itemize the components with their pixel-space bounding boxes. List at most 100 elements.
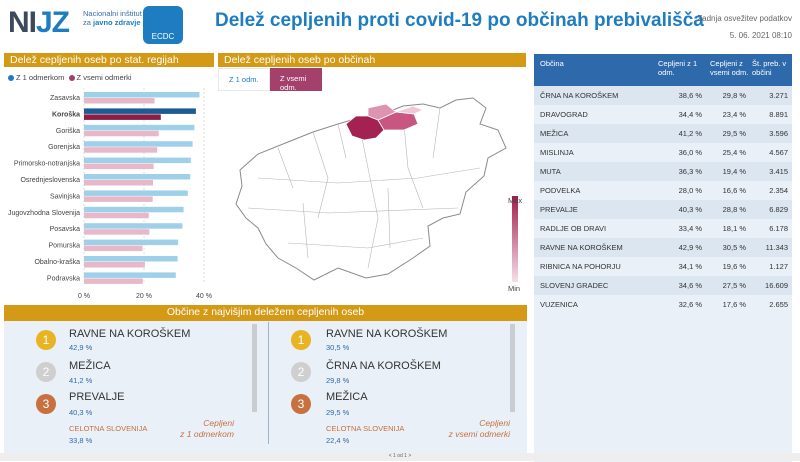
bar-all-doses: [84, 196, 153, 202]
cell-c1: 38,6 %: [678, 91, 702, 100]
bar-all-doses: [84, 229, 150, 235]
cell-obcina: RAVNE NA KOROŠKEM: [540, 243, 623, 252]
top-right-3-value: 29,5 %: [326, 408, 350, 417]
pager[interactable]: < 1 od 1 >: [0, 453, 800, 461]
bar-first-dose: [84, 239, 179, 246]
municipality-map[interactable]: Z 1 odm. Z vsemi odm.: [218, 68, 526, 296]
cell-c1: 34,4 %: [678, 110, 702, 119]
cell-obcina: VUZENICA: [540, 300, 578, 309]
scale-max-label: Max: [508, 196, 523, 205]
cell-st: 6.829: [769, 205, 788, 214]
slovenia-map-outline[interactable]: [218, 68, 526, 296]
bar-all-doses: [84, 98, 155, 104]
bar-all-doses: [84, 130, 159, 137]
cell-st: 3.596: [769, 129, 788, 138]
category-label: Koroška: [52, 111, 80, 118]
slo-value-left: 33,8 %: [69, 436, 93, 445]
bar-first-dose: [84, 223, 183, 229]
cell-obcina: RIBNICA NA POHORJU: [540, 262, 621, 271]
cell-obcina: MISLINJA: [540, 148, 574, 157]
table-row[interactable]: VUZENICA 32,6 % 17,6 % 2.655: [534, 295, 792, 314]
table-row[interactable]: ČRNA NA KOROŠKEM 38,6 % 29,8 % 3.271: [534, 86, 792, 105]
category-label: Posavska: [50, 226, 80, 233]
table-row[interactable]: RAVNE NA KOROŠKEM 42,9 % 30,5 % 11.343: [534, 238, 792, 257]
top-right-2-value: 29,8 %: [326, 376, 350, 385]
table-row[interactable]: MISLINJA 36,0 % 25,4 % 4.567: [534, 143, 792, 162]
map-title: Delež cepljenih oseb po občinah: [218, 53, 526, 67]
top-municipalities-panel: [4, 305, 527, 453]
bar-first-dose: [84, 190, 188, 196]
table-row[interactable]: PODVELKA 28,0 % 16,6 % 2.354: [534, 181, 792, 200]
cell-cv: 19,6 %: [722, 262, 746, 271]
bar-first-dose: [84, 108, 196, 114]
cell-cv: 25,4 %: [722, 148, 746, 157]
category-label: Osrednjeslovenska: [20, 177, 80, 184]
bar-first-dose: [84, 157, 191, 164]
bar-all-doses: [84, 147, 158, 153]
table-row[interactable]: MUTA 36,3 % 19,4 % 3.415: [534, 162, 792, 181]
bar-first-dose: [84, 206, 184, 213]
tab-all-doses[interactable]: Z vsemi odm.: [270, 68, 322, 92]
caption-right: Cepljeni z vsemi odmerki: [448, 418, 510, 439]
rank-2-right: 2: [291, 362, 311, 382]
bar-all-doses: [84, 114, 161, 120]
cell-obcina: MEŽICA: [540, 129, 569, 138]
top-right-2-name: ČRNA NA KOROŠKEM: [326, 360, 441, 372]
caption-left: Cepljeni z 1 odmerkom: [180, 418, 234, 439]
cell-cv: 29,5 %: [722, 129, 746, 138]
cell-c1: 42,9 %: [678, 243, 702, 252]
category-label: Podravska: [47, 275, 80, 282]
col-c1[interactable]: Cepljeni z 1 odm.: [658, 59, 698, 77]
bar-first-dose: [84, 92, 200, 98]
category-label: Pomurska: [48, 243, 80, 250]
table-row[interactable]: SLOVENJ GRADEC 34,6 % 27,5 % 16.609: [534, 276, 792, 295]
category-label: Zasavska: [50, 95, 80, 102]
cell-cv: 19,4 %: [722, 167, 746, 176]
bar-all-doses: [84, 212, 149, 219]
bar-all-doses: [84, 278, 143, 284]
cell-obcina: RADLJE OB DRAVI: [540, 224, 607, 233]
table-row[interactable]: RIBNICA NA POHORJU 34,1 % 19,6 % 1.127: [534, 257, 792, 276]
bar-first-dose: [84, 124, 195, 131]
table-row[interactable]: MEŽICA 41,2 % 29,5 % 3.596: [534, 124, 792, 143]
header: NIJZ Nacionalni inštitut za javno zdravje…: [0, 0, 800, 48]
x-tick-label: 20 %: [136, 293, 152, 300]
bar-all-doses: [84, 180, 153, 186]
col-cv[interactable]: Cepljeni z vsemi odm.: [710, 59, 749, 77]
rank-1-left: 1: [36, 330, 56, 350]
municipality-table[interactable]: Občina Cepljeni z 1 odm. Cepljeni z vsem…: [534, 54, 792, 462]
cell-cv: 16,6 %: [722, 186, 746, 195]
table-row[interactable]: PREVALJE 40,3 % 28,8 % 6.829: [534, 200, 792, 219]
top-left-3-name: PREVALJE: [69, 391, 125, 403]
cell-c1: 41,2 %: [678, 129, 702, 138]
cell-st: 6.178: [769, 224, 788, 233]
scale-min-label: Min: [508, 284, 521, 293]
cell-cv: 28,8 %: [722, 205, 746, 214]
nijz-logo: NIJZ: [8, 6, 70, 39]
table-row[interactable]: RADLJE OB DRAVI 33,4 % 18,1 % 6.178: [534, 219, 792, 238]
left-scrollbar[interactable]: [252, 324, 257, 412]
slo-label-left: CELOTNA SLOVENIJA: [69, 424, 148, 433]
col-st[interactable]: Št. preb. v občini: [752, 59, 787, 77]
table-row[interactable]: DRAVOGRAD 34,4 % 23,4 % 8.891: [534, 105, 792, 124]
cell-st: 8.891: [769, 110, 788, 119]
top-left-1-value: 42,9 %: [69, 343, 93, 352]
table-header: Občina Cepljeni z 1 odm. Cepljeni z vsem…: [534, 54, 792, 86]
cell-st: 1.127: [769, 262, 788, 271]
cell-st: 2.655: [769, 300, 788, 309]
top-right-1-value: 30,5 %: [326, 343, 350, 352]
cell-st: 3.271: [769, 91, 788, 100]
tab-first-dose[interactable]: Z 1 odm.: [218, 68, 270, 91]
cell-st: 16.609: [765, 281, 788, 290]
top-title: Občine z najvišjim deležem cepljenih ose…: [4, 305, 527, 321]
cell-obcina: SLOVENJ GRADEC: [540, 281, 609, 290]
x-tick-label: 40 %: [196, 293, 212, 300]
right-scrollbar[interactable]: [510, 324, 515, 412]
bar-all-doses: [84, 262, 145, 268]
col-obcina[interactable]: Občina: [540, 59, 564, 68]
cell-c1: 28,0 %: [678, 186, 702, 195]
cell-st: 4.567: [769, 148, 788, 157]
cell-c1: 36,0 %: [678, 148, 702, 157]
cell-obcina: ČRNA NA KOROŠKEM: [540, 91, 619, 100]
category-label: Gorenjska: [48, 144, 80, 151]
